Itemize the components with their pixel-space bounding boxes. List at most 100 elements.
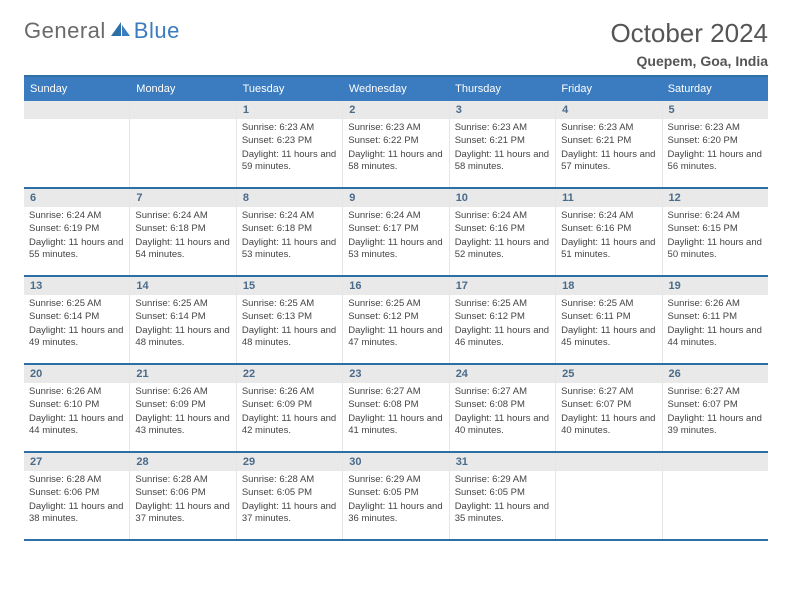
- cell-body: Sunrise: 6:24 AMSunset: 6:16 PM Daylight:…: [450, 207, 555, 267]
- sunset-text: Sunset: 6:15 PM: [668, 223, 763, 235]
- daylight-text: Daylight: 11 hours and 53 minutes.: [242, 237, 337, 262]
- day-number: 2: [343, 101, 448, 119]
- cell-body: Sunrise: 6:25 AMSunset: 6:13 PMDaylight:…: [237, 295, 342, 355]
- calendar-cell: 4Sunrise: 6:23 AMSunset: 6:21 PMDaylight…: [556, 101, 662, 187]
- sunset-text: Sunset: 6:11 PM: [561, 311, 656, 323]
- sunrise-text: Sunrise: 6:23 AM: [455, 122, 550, 134]
- calendar-week: 27Sunrise: 6:28 AMSunset: 6:06 PMDayligh…: [24, 453, 768, 541]
- calendar-cell: 16Sunrise: 6:25 AMSunset: 6:12 PMDayligh…: [343, 277, 449, 363]
- sunset-text: Sunset: 6:16 PM: [561, 223, 656, 235]
- day-number: 23: [343, 365, 448, 383]
- daylight-text: Daylight: 11 hours and 35 minutes.: [455, 501, 550, 526]
- cell-body: Sunrise: 6:27 AMSunset: 6:08 PMDaylight:…: [450, 383, 555, 443]
- sunrise-text: Sunrise: 6:23 AM: [242, 122, 337, 134]
- cell-body: Sunrise: 6:25 AMSunset: 6:14 PMDaylight:…: [24, 295, 129, 355]
- month-title: October 2024: [610, 18, 768, 49]
- daylight-text: Daylight: 11 hours and 40 minutes.: [455, 413, 550, 438]
- sunset-text: Sunset: 6:16 PM: [455, 223, 550, 235]
- calendar-week: 20Sunrise: 6:26 AMSunset: 6:10 PMDayligh…: [24, 365, 768, 453]
- sunrise-text: Sunrise: 6:29 AM: [348, 474, 443, 486]
- day-number: 10: [450, 189, 555, 207]
- sunset-text: Sunset: 6:07 PM: [561, 399, 656, 411]
- calendar-cell: 12Sunrise: 6:24 AMSunset: 6:15 PMDayligh…: [663, 189, 768, 275]
- day-number: 26: [663, 365, 768, 383]
- sunrise-text: Sunrise: 6:24 AM: [242, 210, 337, 222]
- sunset-text: Sunset: 6:21 PM: [561, 135, 656, 147]
- sunrise-text: Sunrise: 6:27 AM: [348, 386, 443, 398]
- cell-body: Sunrise: 6:28 AMSunset: 6:06 PMDaylight:…: [24, 471, 129, 531]
- calendar-cell: 23Sunrise: 6:27 AMSunset: 6:08 PMDayligh…: [343, 365, 449, 451]
- calendar-week: 1Sunrise: 6:23 AMSunset: 6:23 PMDaylight…: [24, 101, 768, 189]
- calendar-cell: 2Sunrise: 6:23 AMSunset: 6:22 PMDaylight…: [343, 101, 449, 187]
- calendar-week: 13Sunrise: 6:25 AMSunset: 6:14 PMDayligh…: [24, 277, 768, 365]
- cell-body: Sunrise: 6:25 AMSunset: 6:12 PMDaylight:…: [343, 295, 448, 355]
- day-number: 13: [24, 277, 129, 295]
- cell-body: Sunrise: 6:27 AMSunset: 6:08 PMDaylight:…: [343, 383, 448, 443]
- daylight-text: Daylight: 11 hours and 53 minutes.: [348, 237, 443, 262]
- cell-body: Sunrise: 6:28 AMSunset: 6:05 PMDaylight:…: [237, 471, 342, 531]
- daylight-text: Daylight: 11 hours and 51 minutes.: [561, 237, 656, 262]
- daylight-text: Daylight: 11 hours and 41 minutes.: [348, 413, 443, 438]
- sunrise-text: Sunrise: 6:25 AM: [561, 298, 656, 310]
- daylight-text: Daylight: 11 hours and 50 minutes.: [668, 237, 763, 262]
- sunset-text: Sunset: 6:19 PM: [29, 223, 124, 235]
- day-number: 16: [343, 277, 448, 295]
- calendar-cell-empty: [663, 453, 768, 539]
- daylight-text: Daylight: 11 hours and 58 minutes.: [455, 149, 550, 174]
- calendar-cell: 21Sunrise: 6:26 AMSunset: 6:09 PMDayligh…: [130, 365, 236, 451]
- sunrise-text: Sunrise: 6:25 AM: [29, 298, 124, 310]
- daylight-text: Daylight: 11 hours and 37 minutes.: [135, 501, 230, 526]
- calendar-cell: 9Sunrise: 6:24 AMSunset: 6:17 PMDaylight…: [343, 189, 449, 275]
- calendar-cell: 28Sunrise: 6:28 AMSunset: 6:06 PMDayligh…: [130, 453, 236, 539]
- sunrise-text: Sunrise: 6:28 AM: [29, 474, 124, 486]
- calendar-cell: 15Sunrise: 6:25 AMSunset: 6:13 PMDayligh…: [237, 277, 343, 363]
- daylight-text: Daylight: 11 hours and 45 minutes.: [561, 325, 656, 350]
- daylight-text: Daylight: 11 hours and 37 minutes.: [242, 501, 337, 526]
- sunset-text: Sunset: 6:17 PM: [348, 223, 443, 235]
- sunrise-text: Sunrise: 6:24 AM: [455, 210, 550, 222]
- daylight-text: Daylight: 11 hours and 48 minutes.: [135, 325, 230, 350]
- calendar-cell: 18 Sunrise: 6:25 AMSunset: 6:11 PM Dayligh…: [556, 277, 662, 363]
- day-number: 21: [130, 365, 235, 383]
- calendar: SundayMondayTuesdayWednesdayThursdayFrid…: [24, 75, 768, 541]
- sunrise-text: Sunrise: 6:25 AM: [348, 298, 443, 310]
- sunset-text: Sunset: 6:10 PM: [29, 399, 124, 411]
- day-number: 25: [556, 365, 661, 383]
- daylight-text: Daylight: 11 hours and 59 minutes.: [242, 149, 337, 174]
- daylight-text: Daylight: 11 hours and 39 minutes.: [668, 413, 763, 438]
- daylight-text: Daylight: 11 hours and 42 minutes.: [242, 413, 337, 438]
- dow-label: Tuesday: [237, 77, 343, 101]
- day-number: 6: [24, 189, 129, 207]
- calendar-cell: 19Sunrise: 6:26 AMSunset: 6:11 PMDayligh…: [663, 277, 768, 363]
- day-number: 29: [237, 453, 342, 471]
- calendar-cell: 7Sunrise: 6:24 AMSunset: 6:18 PMDaylight…: [130, 189, 236, 275]
- calendar-cell: 31Sunrise: 6:29 AMSunset: 6:05 PMDayligh…: [450, 453, 556, 539]
- day-number: 12: [663, 189, 768, 207]
- day-number: 8: [237, 189, 342, 207]
- sunrise-text: Sunrise: 6:27 AM: [561, 386, 656, 398]
- cell-body: Sunrise: 6:23 AMSunset: 6:23 PMDaylight:…: [237, 119, 342, 179]
- calendar-cell: 17Sunrise: 6:25 AMSunset: 6:12 PMDayligh…: [450, 277, 556, 363]
- daylight-text: Daylight: 11 hours and 52 minutes.: [455, 237, 550, 262]
- day-number: 20: [24, 365, 129, 383]
- day-number: 18: [556, 277, 661, 295]
- sunrise-text: Sunrise: 6:25 AM: [135, 298, 230, 310]
- sunset-text: Sunset: 6:12 PM: [455, 311, 550, 323]
- day-number: 27: [24, 453, 129, 471]
- daylight-text: Daylight: 11 hours and 44 minutes.: [29, 413, 124, 438]
- daylight-text: Daylight: 11 hours and 46 minutes.: [455, 325, 550, 350]
- day-number: 1: [237, 101, 342, 119]
- calendar-cell-empty: [556, 453, 662, 539]
- sunrise-text: Sunrise: 6:26 AM: [29, 386, 124, 398]
- calendar-cell: 25 Sunrise: 6:27 AMSunset: 6:07 PM Dayligh…: [556, 365, 662, 451]
- daylight-text: Daylight: 11 hours and 40 minutes.: [561, 413, 656, 438]
- sunrise-text: Sunrise: 6:28 AM: [135, 474, 230, 486]
- calendar-cell: 6Sunrise: 6:24 AMSunset: 6:19 PMDaylight…: [24, 189, 130, 275]
- sunrise-text: Sunrise: 6:26 AM: [242, 386, 337, 398]
- cell-body: Sunrise: 6:29 AMSunset: 6:05 PMDaylight:…: [450, 471, 555, 531]
- sunrise-text: Sunrise: 6:24 AM: [348, 210, 443, 222]
- calendar-cell: 3Sunrise: 6:23 AMSunset: 6:21 PMDaylight…: [450, 101, 556, 187]
- dow-label: Monday: [130, 77, 236, 101]
- sunset-text: Sunset: 6:06 PM: [135, 487, 230, 499]
- cell-body: Sunrise: 6:28 AMSunset: 6:06 PM Daylight:…: [130, 471, 235, 531]
